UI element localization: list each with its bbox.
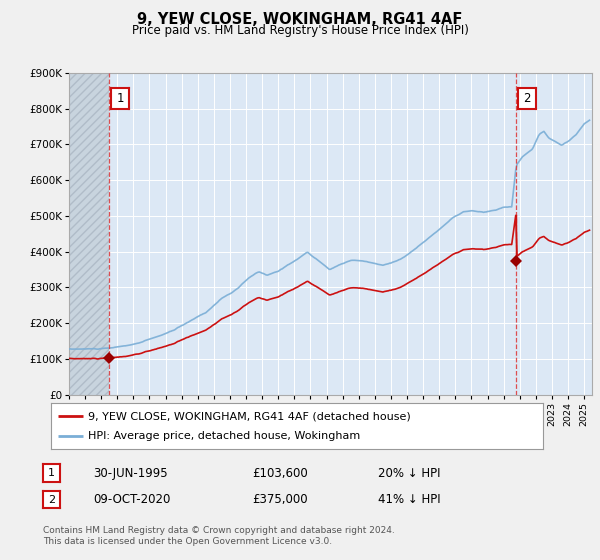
- Text: Price paid vs. HM Land Registry's House Price Index (HPI): Price paid vs. HM Land Registry's House …: [131, 24, 469, 36]
- Text: 20% ↓ HPI: 20% ↓ HPI: [378, 466, 440, 480]
- Text: 9, YEW CLOSE, WOKINGHAM, RG41 4AF: 9, YEW CLOSE, WOKINGHAM, RG41 4AF: [137, 12, 463, 27]
- Text: 09-OCT-2020: 09-OCT-2020: [93, 493, 170, 506]
- Text: 2: 2: [48, 494, 55, 505]
- Text: £103,600: £103,600: [252, 466, 308, 480]
- Text: 2: 2: [523, 92, 531, 105]
- Text: HPI: Average price, detached house, Wokingham: HPI: Average price, detached house, Woki…: [88, 431, 360, 441]
- Text: 9, YEW CLOSE, WOKINGHAM, RG41 4AF (detached house): 9, YEW CLOSE, WOKINGHAM, RG41 4AF (detac…: [88, 411, 410, 421]
- Text: 41% ↓ HPI: 41% ↓ HPI: [378, 493, 440, 506]
- Text: Contains HM Land Registry data © Crown copyright and database right 2024.
This d: Contains HM Land Registry data © Crown c…: [43, 526, 395, 546]
- Text: 1: 1: [48, 468, 55, 478]
- Text: 30-JUN-1995: 30-JUN-1995: [93, 466, 167, 480]
- Text: £375,000: £375,000: [252, 493, 308, 506]
- Text: 1: 1: [116, 92, 124, 105]
- Bar: [69, 73, 109, 395]
